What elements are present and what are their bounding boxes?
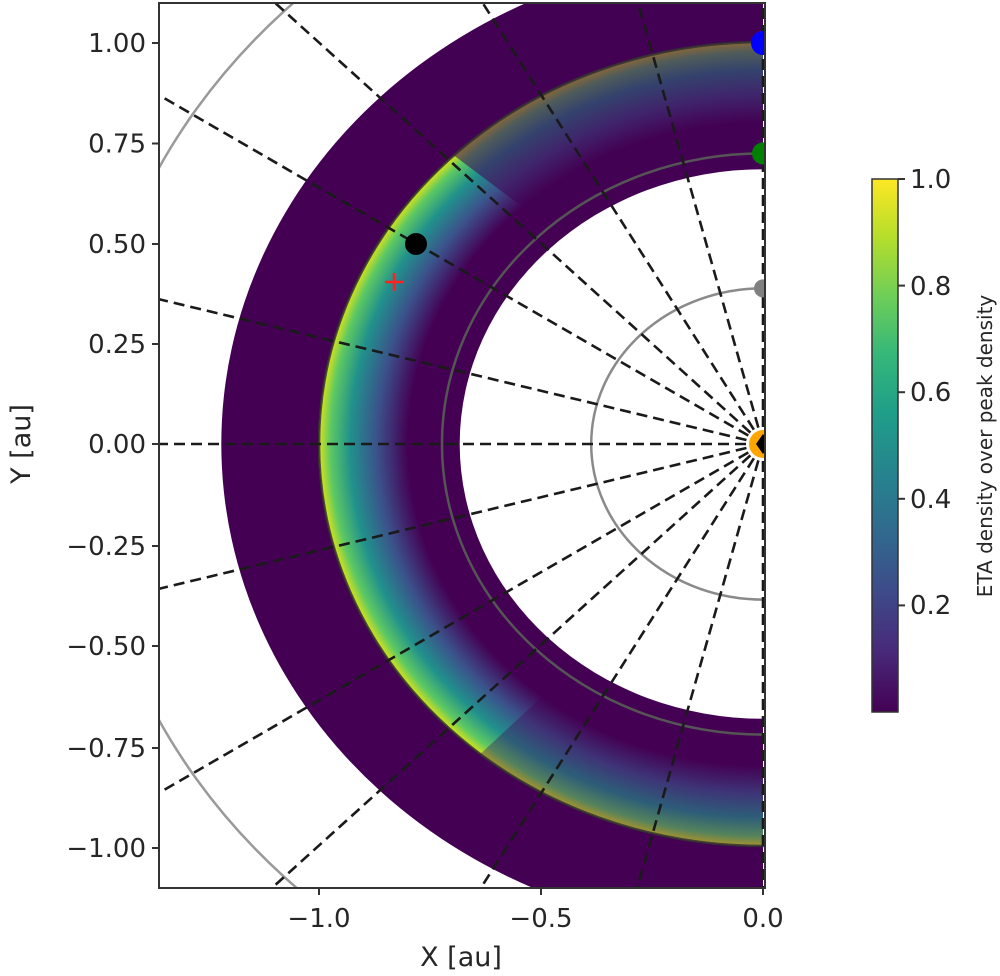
x-axis	[318, 888, 764, 895]
y-tick-label: 0.50	[88, 230, 146, 260]
colorbar-label: ETA density over peak density	[973, 295, 997, 598]
y-tick-label: 0.00	[88, 430, 146, 460]
y-tick-label: −0.50	[66, 632, 146, 662]
mercury-marker	[754, 279, 765, 298]
plot-frame	[158, 2, 766, 889]
y-tick-label: −1.00	[66, 834, 146, 864]
earth-marker	[751, 31, 765, 55]
colorbar-tick-label: 0.2	[910, 591, 951, 621]
x-axis-label: X [au]	[420, 942, 502, 973]
y-tick-label: 0.25	[88, 330, 146, 360]
colorbar: 1.0 0.8 0.6 0.4 0.2 ETA density over pea…	[871, 165, 997, 713]
colorbar-gradient	[871, 178, 899, 713]
x-tick-label: −0.5	[509, 904, 572, 934]
density-band	[221, 3, 763, 888]
y-tick-label: 0.75	[88, 130, 146, 160]
target-point-marker	[405, 233, 427, 255]
density-band-fade-bottom	[420, 680, 763, 888]
y-axis	[152, 42, 159, 849]
y-tick-label: −0.75	[66, 734, 146, 764]
colorbar-tick-label: 1.0	[910, 165, 951, 195]
venus-marker	[752, 142, 765, 165]
y-tick-label: 1.00	[88, 29, 146, 59]
colorbar-tick-label: 0.8	[910, 272, 951, 302]
x-tick-label: −1.0	[287, 904, 350, 934]
sun-center-diamond	[756, 434, 765, 454]
radial-lines	[159, 3, 765, 888]
x-tick-label: 0.0	[742, 904, 783, 934]
y-tick-label: −0.25	[66, 532, 146, 562]
colorbar-tick-label: 0.4	[910, 485, 951, 515]
colorbar-tick-label: 0.6	[910, 378, 951, 408]
peak-density-marker	[385, 273, 403, 291]
y-axis-label: Y [au]	[6, 404, 37, 485]
